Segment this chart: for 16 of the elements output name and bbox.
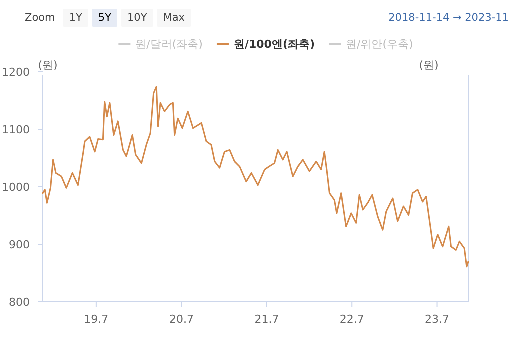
x-tick-label: 22.7 [340,313,364,326]
x-tick-label: 23.7 [425,313,450,326]
x-tick-label: 19.7 [84,313,109,326]
x-tick-label: 21.7 [254,313,280,326]
y-tick-label: 1000 [2,181,30,194]
y-tick-label: 1200 [2,66,30,79]
zoom-controls: Zoom 1Y 5Y 10Y Max 2018-11-14 → 2023-11 [25,9,509,27]
legend-label: 원/100엔(좌축) [234,38,316,51]
y-tick-label: 900 [9,238,30,252]
y2-axis-title: (원) [419,59,439,72]
legend-label: 원/달러(좌축) [136,38,203,51]
x-tick-label: 20.7 [170,313,194,326]
legend-label: 원/위안(우축) [346,38,414,51]
y-tick-label: 800 [9,296,30,309]
y-axis-title: (원) [38,59,58,72]
y-tick-label: 1100 [2,124,30,136]
